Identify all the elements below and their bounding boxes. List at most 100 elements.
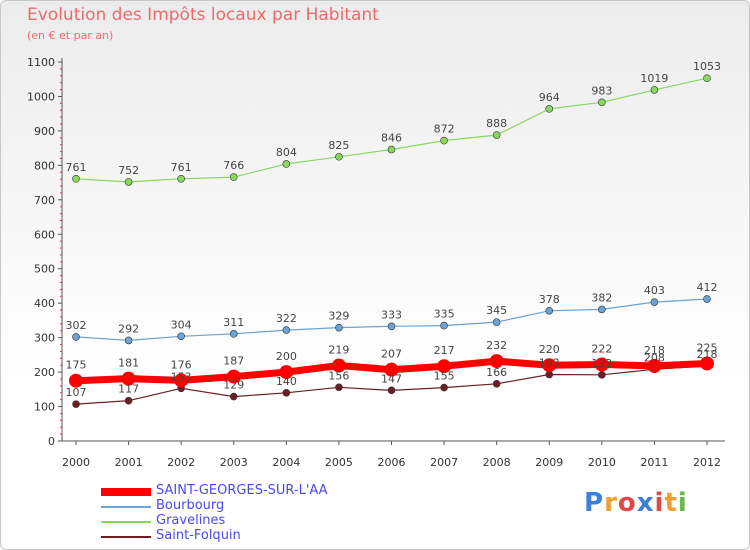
data-label-saint-folquin: 156 bbox=[328, 369, 349, 382]
data-point-saint-georges-sur-l-aa bbox=[121, 371, 136, 386]
x-tick-label: 2002 bbox=[167, 456, 195, 469]
x-tick-label: 2010 bbox=[588, 456, 616, 469]
data-point-bourbourg bbox=[335, 323, 343, 332]
legend-swatch bbox=[101, 521, 151, 523]
legend-label: SAINT-GEORGES-SUR-L'AA bbox=[156, 483, 328, 498]
data-label-saint-folquin: 129 bbox=[223, 379, 244, 392]
x-tick-label: 2007 bbox=[430, 456, 458, 469]
legend-label: Gravelines bbox=[156, 513, 226, 528]
data-point-saint-georges-sur-l-aa bbox=[331, 358, 346, 373]
chart-axes: 0 100 200 300 400 500 600 700 800 900 1000 1100 2000… bbox=[27, 56, 725, 469]
logo-letter: t bbox=[664, 488, 678, 518]
data-label-gravelines: 1053 bbox=[693, 60, 721, 73]
data-point-gravelines bbox=[545, 105, 554, 113]
legend-swatch bbox=[101, 506, 151, 508]
data-point-gravelines bbox=[703, 74, 711, 82]
data-point-bourbourg bbox=[440, 321, 448, 330]
y-tick-label: 400 bbox=[34, 297, 55, 310]
data-point-gravelines bbox=[177, 175, 185, 183]
data-point-gravelines bbox=[492, 131, 501, 139]
x-tick-label: 2012 bbox=[693, 456, 721, 469]
data-label-bourbourg: 403 bbox=[644, 284, 665, 297]
data-label-saint-folquin: 155 bbox=[434, 370, 455, 383]
chart-title: Evolution des Impôts locaux par Habitant bbox=[27, 5, 379, 25]
y-tick-label: 800 bbox=[34, 159, 55, 172]
data-point-bourbourg bbox=[545, 306, 554, 315]
proxiti-logo: Proxiti bbox=[584, 488, 688, 518]
data-point-bourbourg bbox=[177, 332, 185, 341]
data-label-bourbourg: 304 bbox=[171, 318, 192, 331]
data-point-saint-folquin bbox=[335, 383, 343, 392]
logo-letter: i bbox=[654, 488, 665, 518]
data-point-bourbourg bbox=[387, 322, 396, 331]
data-label-bourbourg: 412 bbox=[697, 281, 718, 294]
data-label-bourbourg: 378 bbox=[539, 293, 560, 306]
data-label-saint-folquin: 153 bbox=[171, 370, 192, 383]
y-tick-label: 900 bbox=[34, 125, 55, 138]
data-label-saint-folquin: 218 bbox=[697, 348, 718, 361]
data-label-saint-georges-sur-l-aa: 220 bbox=[539, 343, 560, 356]
data-label-bourbourg: 333 bbox=[381, 308, 402, 321]
x-tick-label: 2008 bbox=[483, 456, 511, 469]
data-label-bourbourg: 382 bbox=[591, 291, 612, 304]
data-label-saint-georges-sur-l-aa: 222 bbox=[591, 343, 612, 356]
data-label-gravelines: 761 bbox=[66, 161, 87, 174]
data-point-bourbourg bbox=[124, 336, 133, 345]
data-point-saint-georges-sur-l-aa bbox=[647, 358, 662, 373]
data-label-bourbourg: 302 bbox=[66, 319, 87, 332]
data-point-saint-folquin bbox=[282, 388, 291, 397]
data-label-saint-folquin: 208 bbox=[644, 351, 665, 364]
data-label-saint-georges-sur-l-aa: 176 bbox=[171, 358, 192, 371]
data-label-gravelines: 752 bbox=[118, 164, 139, 177]
data-point-gravelines bbox=[440, 136, 448, 145]
data-point-bourbourg bbox=[703, 295, 711, 303]
logo-letter: x bbox=[636, 488, 655, 518]
data-label-gravelines: 983 bbox=[591, 84, 612, 97]
logo-letter: P bbox=[584, 488, 605, 518]
data-point-saint-georges-sur-l-aa bbox=[69, 373, 83, 388]
legend-swatch bbox=[101, 536, 151, 538]
y-tick-label: 200 bbox=[34, 366, 55, 379]
data-point-gravelines bbox=[650, 86, 659, 94]
data-point-gravelines bbox=[282, 160, 291, 168]
data-label-saint-georges-sur-l-aa: 217 bbox=[434, 344, 455, 357]
data-point-gravelines bbox=[72, 175, 80, 183]
data-label-saint-georges-sur-l-aa: 219 bbox=[328, 344, 349, 357]
y-tick-label: 1100 bbox=[27, 56, 55, 69]
data-point-saint-georges-sur-l-aa bbox=[384, 362, 399, 377]
data-point-bourbourg bbox=[492, 318, 501, 326]
data-label-bourbourg: 345 bbox=[486, 304, 507, 317]
data-point-saint-folquin bbox=[124, 396, 133, 405]
data-label-saint-georges-sur-l-aa: 218 bbox=[644, 344, 665, 357]
data-point-gravelines bbox=[229, 173, 238, 181]
data-label-saint-georges-sur-l-aa: 225 bbox=[697, 341, 718, 354]
data-point-saint-georges-sur-l-aa bbox=[489, 354, 504, 369]
data-label-gravelines: 761 bbox=[171, 161, 192, 174]
legend-swatch bbox=[101, 488, 151, 496]
data-point-bourbourg bbox=[72, 333, 80, 341]
data-label-saint-folquin: 117 bbox=[118, 383, 139, 396]
data-label-gravelines: 804 bbox=[276, 146, 297, 159]
y-tick-label: 300 bbox=[34, 332, 55, 345]
data-point-gravelines bbox=[124, 178, 133, 186]
y-tick-label: 1000 bbox=[27, 90, 55, 103]
data-label-saint-folquin: 192 bbox=[591, 357, 612, 370]
data-label-saint-folquin: 107 bbox=[66, 386, 87, 399]
data-point-saint-folquin bbox=[72, 400, 80, 408]
data-point-gravelines bbox=[387, 145, 396, 154]
logo-letter: i bbox=[677, 488, 688, 518]
data-point-bourbourg bbox=[282, 326, 291, 334]
data-label-saint-folquin: 166 bbox=[486, 366, 507, 379]
x-tick-label: 2003 bbox=[220, 456, 248, 469]
data-label-saint-folquin: 147 bbox=[381, 372, 402, 385]
y-tick-label: 600 bbox=[34, 228, 55, 241]
data-point-saint-folquin bbox=[440, 383, 448, 392]
data-label-saint-georges-sur-l-aa: 187 bbox=[223, 355, 244, 368]
x-tick-label: 2005 bbox=[325, 456, 353, 469]
y-tick-label: 0 bbox=[48, 435, 55, 448]
data-label-bourbourg: 292 bbox=[118, 322, 139, 335]
data-label-gravelines: 964 bbox=[539, 91, 560, 104]
